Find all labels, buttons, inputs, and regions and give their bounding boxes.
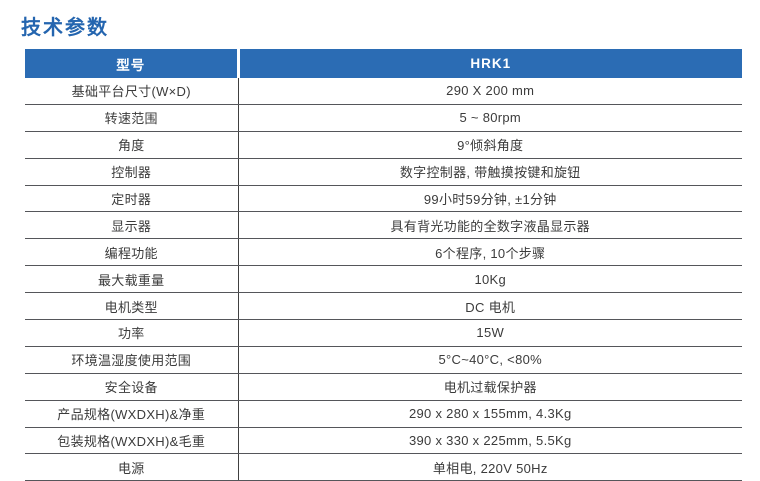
- spec-value: 电机过载保护器: [238, 373, 742, 401]
- table-row: 角度 9°倾斜角度: [25, 131, 742, 159]
- table-row: 转速范围 5 ~ 80rpm: [25, 104, 742, 132]
- spec-value: 10Kg: [238, 265, 742, 294]
- spec-value: 290 x 280 x 155mm, 4.3Kg: [238, 400, 742, 428]
- spec-value: 6个程序, 10个步骤: [238, 238, 742, 267]
- table-row: 最大载重量 10Kg: [25, 265, 742, 294]
- spec-label: 包装规格(WXDXH)&毛重: [25, 427, 239, 455]
- table-row: 基础平台尺寸(W×D) 290 X 200 mm: [25, 78, 742, 105]
- spec-label: 最大载重量: [25, 265, 239, 294]
- table-row: 显示器 具有背光功能的全数字液晶显示器: [25, 211, 742, 240]
- page-title: 技术参数: [21, 17, 109, 39]
- header-cell-model: 型号: [25, 49, 240, 78]
- spec-value: 290 X 200 mm: [238, 78, 742, 105]
- spec-value: 390 x 330 x 225mm, 5.5Kg: [238, 427, 742, 455]
- spec-label: 基础平台尺寸(W×D): [25, 78, 239, 105]
- header-cell-model-value: HRK1: [238, 49, 742, 78]
- spec-label: 转速范围: [25, 104, 239, 132]
- table-row: 功率 15W: [25, 319, 742, 347]
- spec-label: 控制器: [25, 158, 239, 186]
- table-header-row: 型号 HRK1: [25, 49, 742, 78]
- spec-value: 具有背光功能的全数字液晶显示器: [238, 211, 742, 240]
- table-row: 安全设备 电机过载保护器: [25, 373, 742, 401]
- spec-table: 型号 HRK1 基础平台尺寸(W×D) 290 X 200 mm 转速范围 5 …: [25, 49, 742, 481]
- table-row: 产品规格(WXDXH)&净重 290 x 280 x 155mm, 4.3Kg: [25, 400, 742, 428]
- spec-label: 显示器: [25, 211, 239, 240]
- spec-label: 环境温湿度使用范围: [25, 346, 239, 374]
- table-row: 环境温湿度使用范围 5°C~40°C, <80%: [25, 346, 742, 374]
- table-row: 编程功能 6个程序, 10个步骤: [25, 238, 742, 267]
- spec-value: DC 电机: [238, 292, 742, 321]
- spec-label: 产品规格(WXDXH)&净重: [25, 400, 239, 428]
- spec-table-body: 基础平台尺寸(W×D) 290 X 200 mm 转速范围 5 ~ 80rpm …: [25, 78, 742, 481]
- spec-label: 安全设备: [25, 373, 239, 401]
- spec-label: 功率: [25, 319, 239, 347]
- table-row: 定时器 99小时59分钟, ±1分钟: [25, 185, 742, 213]
- table-row: 包装规格(WXDXH)&毛重 390 x 330 x 225mm, 5.5Kg: [25, 427, 742, 455]
- spec-label: 定时器: [25, 185, 239, 213]
- table-row: 电机类型 DC 电机: [25, 292, 742, 321]
- spec-value: 9°倾斜角度: [238, 131, 742, 159]
- spec-label: 编程功能: [25, 238, 239, 267]
- spec-label: 电源: [25, 453, 239, 481]
- table-row: 控制器 数字控制器, 带触摸按键和旋钮: [25, 158, 742, 186]
- spec-label: 角度: [25, 131, 239, 159]
- spec-label: 电机类型: [25, 292, 239, 321]
- spec-value: 5 ~ 80rpm: [238, 104, 742, 132]
- spec-value: 数字控制器, 带触摸按键和旋钮: [238, 158, 742, 186]
- spec-value: 5°C~40°C, <80%: [238, 346, 742, 374]
- spec-value: 15W: [238, 319, 742, 347]
- spec-value: 99小时59分钟, ±1分钟: [238, 185, 742, 213]
